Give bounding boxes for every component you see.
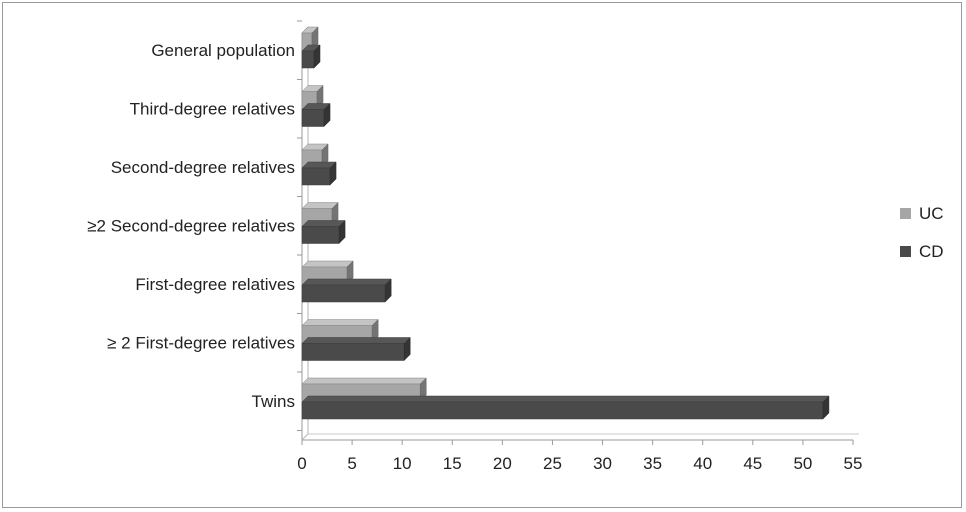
legend: UC CD: [900, 204, 944, 261]
category-label: Twins: [252, 392, 295, 411]
legend-swatch-uc: [900, 208, 911, 219]
category-labels: General population Third-degree relatives…: [87, 41, 295, 411]
legend-label-cd: CD: [919, 242, 944, 261]
bar-cd-4: [301, 278, 392, 303]
category-label: ≥2 Second-degree relatives: [87, 217, 295, 236]
bar-chart: General population Third-degree relatives…: [87, 20, 944, 473]
legend-swatch-cd: [900, 246, 911, 257]
bar-uc-0: [301, 26, 319, 51]
x-axis-depth: [301, 433, 309, 441]
category-label: General population: [151, 41, 295, 60]
x-tick-label: 25: [543, 454, 562, 473]
x-tick-label: 5: [347, 454, 356, 473]
bar-cd-5: [301, 336, 411, 362]
x-tick-label: 45: [743, 454, 762, 473]
x-tick-label: 15: [443, 454, 462, 473]
bar-uc-1: [301, 84, 324, 110]
chart-bars: [301, 26, 830, 420]
bar-cd-2: [301, 161, 337, 186]
category-label: First-degree relatives: [135, 275, 295, 294]
x-tick-label: 0: [297, 454, 306, 473]
category-label: Second-degree relatives: [111, 158, 295, 177]
x-tick-label: 35: [643, 454, 662, 473]
legend-label-uc: UC: [919, 204, 944, 223]
bar-cd-1: [301, 102, 331, 128]
x-tick-label: 50: [793, 454, 812, 473]
bar-cd-6: [301, 395, 830, 420]
x-tick-label: 30: [593, 454, 612, 473]
x-tick-label: 55: [844, 454, 863, 473]
x-tick-labels: 0 5 10 15 20 25 30 35 40 45 50 55: [297, 454, 862, 473]
bar-cd-3: [301, 219, 346, 245]
category-label: Third-degree relatives: [130, 100, 295, 119]
category-label: ≥ 2 First-degree relatives: [107, 334, 295, 353]
x-tick-label: 40: [693, 454, 712, 473]
bar-cd-0: [301, 44, 321, 69]
x-tick-label: 20: [493, 454, 512, 473]
x-tick-label: 10: [393, 454, 412, 473]
